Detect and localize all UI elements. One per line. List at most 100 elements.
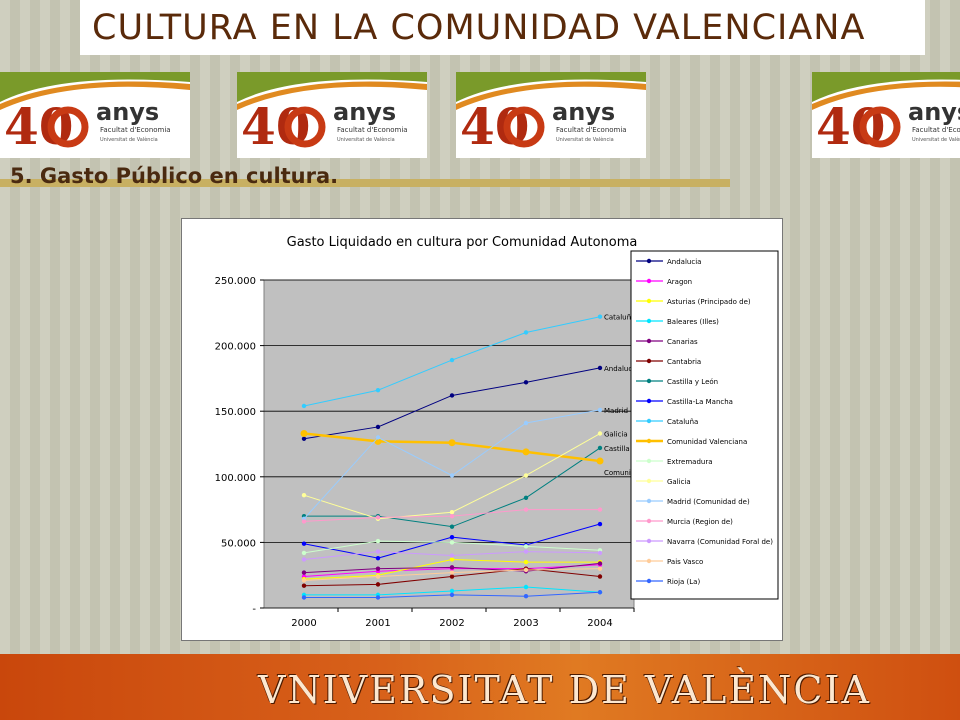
section-underline <box>0 179 730 187</box>
data-point <box>375 515 381 520</box>
logo-subtitle-2: Universitat de València <box>337 136 395 143</box>
data-point <box>597 566 603 571</box>
legend-marker <box>646 498 652 504</box>
data-point <box>523 559 529 565</box>
line-chart: Gasto Liquidado en cultura por Comunidad… <box>215 235 779 629</box>
legend-marker <box>646 418 652 424</box>
logo-number: 40 <box>816 97 886 156</box>
data-point <box>301 578 307 583</box>
data-point <box>301 436 307 441</box>
chart-frame: Gasto Liquidado en cultura por Comunidad… <box>181 218 783 641</box>
data-point <box>301 550 307 556</box>
legend-marker <box>646 378 652 384</box>
logo-word: anys <box>908 98 960 126</box>
data-point <box>522 448 530 456</box>
logo-ring-icon <box>859 106 901 148</box>
data-point <box>449 574 455 579</box>
data-point <box>597 407 603 413</box>
data-point <box>597 507 603 512</box>
data-point <box>523 549 529 554</box>
chart-title: Gasto Liquidado en cultura por Comunidad… <box>287 235 638 250</box>
logo-40-anys-1: 40 anys Facultat d'Economia Universitat de … <box>0 72 190 158</box>
data-point <box>523 507 529 512</box>
legend-marker <box>646 258 652 264</box>
logo-swoosh-green <box>812 72 960 102</box>
data-point <box>449 570 455 575</box>
data-point <box>301 595 307 600</box>
x-tick-label: 2002 <box>439 618 464 629</box>
logo-subtitle-1: Facultat d'Economia <box>100 126 171 134</box>
logo-subtitle-1: Facultat d'Economia <box>337 126 408 134</box>
legend-entry: Asturias (Principado de) <box>667 298 751 306</box>
logo-word: anys <box>552 98 615 126</box>
x-tick-label: 2001 <box>365 618 390 629</box>
data-point <box>448 439 456 447</box>
legend-marker <box>646 318 652 324</box>
data-point <box>301 541 307 546</box>
y-tick-label: 250.000 <box>215 276 256 287</box>
data-point <box>375 538 381 544</box>
logo-number: 40 <box>460 97 530 156</box>
data-point <box>449 534 455 540</box>
section-title: 5. Gasto Público en cultura. <box>10 164 339 188</box>
data-point <box>375 388 381 393</box>
legend-entry: Castilla y León <box>667 378 718 386</box>
university-wordmark: VNIVERSITAT DE VALÈNCIA <box>258 668 871 712</box>
data-point <box>597 521 603 527</box>
legend-marker <box>646 558 652 564</box>
data-point <box>301 403 307 409</box>
legend-marker <box>646 438 652 444</box>
logo-subtitle-1: Facultat d'Economia <box>556 126 627 134</box>
data-point <box>523 567 529 573</box>
data-point <box>597 431 603 436</box>
logo-ring-icon <box>284 106 326 148</box>
data-point <box>449 357 455 363</box>
data-point <box>449 473 455 478</box>
data-point <box>597 365 603 371</box>
legend-entry: Andalucia <box>667 258 701 266</box>
data-point <box>449 393 455 398</box>
data-point <box>449 565 455 570</box>
logo-swoosh-green <box>456 72 646 102</box>
data-point <box>523 584 529 590</box>
logo-ring-icon <box>503 106 545 148</box>
series-end-label: Madrid (Co <box>604 407 642 415</box>
logo-subtitle-2: Universitat de València <box>912 136 960 143</box>
logo-number: 40 <box>4 97 74 156</box>
logo-swoosh-green <box>237 72 427 102</box>
data-point <box>301 492 307 498</box>
data-point <box>523 380 529 385</box>
logo-swoosh-orange <box>237 81 427 110</box>
data-point <box>375 435 381 440</box>
legend-entry: Madrid (Comunidad de) <box>667 498 750 506</box>
data-point <box>449 540 455 545</box>
y-tick-label: - <box>252 604 256 615</box>
logo-40-anys-2: 40 anys Facultat d'Economia Universitat de … <box>237 72 427 158</box>
data-point <box>523 593 529 599</box>
legend-marker <box>646 338 652 344</box>
logo-number: 40 <box>241 97 311 156</box>
legend-entry: Murcia (Region de) <box>667 518 733 526</box>
data-point <box>597 574 603 579</box>
legend-entry: Castilla-La Mancha <box>667 398 733 406</box>
logo-word: anys <box>96 98 159 126</box>
logo-swoosh-orange <box>0 81 190 110</box>
data-point <box>449 510 455 515</box>
legend-marker <box>646 538 652 544</box>
logo-subtitle-2: Universitat de València <box>100 136 158 143</box>
series-end-label: Cataluña <box>604 314 635 322</box>
legend-marker <box>646 278 652 284</box>
legend-entry: Aragon <box>667 278 692 286</box>
y-tick-label: 50.000 <box>221 538 256 549</box>
legend-entry: Navarra (Comunidad Foral de) <box>667 538 773 546</box>
legend-entry: Cataluña <box>667 418 698 426</box>
logo-word: anys <box>333 98 396 126</box>
legend-entry: Galicia <box>667 478 691 486</box>
data-point <box>449 557 455 562</box>
data-point <box>375 574 381 579</box>
y-tick-label: 100.000 <box>215 473 256 484</box>
page-title: CULTURA EN LA COMUNIDAD VALENCIANA <box>92 8 866 48</box>
